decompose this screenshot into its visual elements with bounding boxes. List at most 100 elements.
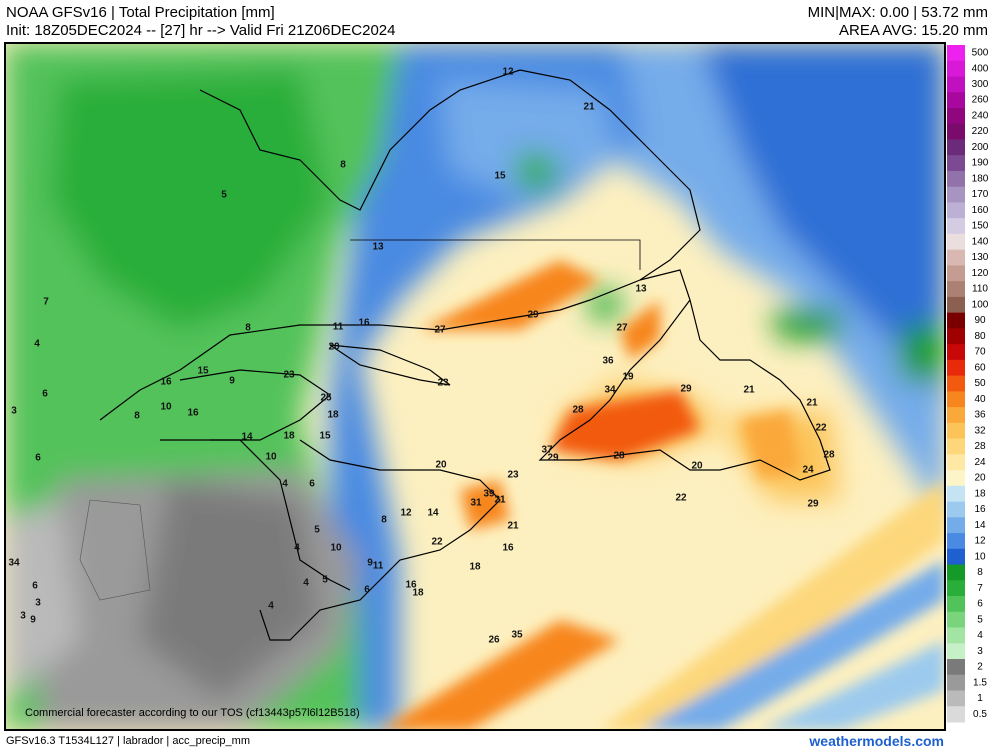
colorbar-swatch	[947, 517, 965, 534]
map-value-label: 15	[494, 171, 506, 182]
colorbar-label: 80	[974, 331, 986, 342]
map-value-label: 16	[405, 580, 417, 591]
map-value-label: 18	[327, 410, 339, 421]
colorbar-label: 160	[972, 205, 989, 216]
colorbar-label: 500	[972, 48, 989, 59]
map-value-label: 10	[160, 402, 172, 413]
colorbar-swatch	[947, 407, 965, 424]
colorbar-swatch	[947, 580, 965, 597]
colorbar-swatch	[947, 454, 965, 471]
colorbar-label: 90	[974, 315, 986, 326]
colorbar-label: 36	[974, 410, 986, 421]
map-value-label: 6	[35, 453, 41, 464]
map-value-label: 28	[613, 451, 625, 462]
map-value-label: 28	[572, 405, 584, 416]
map-value-label: 20	[435, 460, 447, 471]
map-value-label: 14	[427, 508, 439, 519]
area-average: AREA AVG: 15.20 mm	[839, 22, 988, 39]
map-value-label: 9	[229, 376, 235, 387]
map-value-label: 10	[265, 452, 277, 463]
colorbar-label: 3	[977, 646, 983, 657]
colorbar-swatch	[947, 533, 965, 550]
colorbar-label: 24	[974, 457, 986, 468]
map-value-label: 4	[303, 578, 309, 589]
coastlines	[79, 69, 831, 641]
colorbar-label: 130	[972, 252, 989, 263]
map-value-label: 6	[32, 581, 38, 592]
colorbar-label: 7	[977, 583, 983, 594]
colorbar-label: 20	[974, 473, 986, 484]
map-value-label: 8	[340, 160, 346, 171]
colorbar-swatch	[947, 706, 965, 723]
map-value-label: 11	[333, 322, 344, 333]
colorbar-swatch	[947, 186, 965, 203]
colorbar-swatch	[947, 501, 965, 518]
map-value-label: 27	[616, 323, 628, 334]
colorbar-label: 220	[972, 126, 989, 137]
colorbar-label: 120	[972, 268, 989, 279]
colorbar-swatch	[947, 249, 965, 266]
map-value-label: 22	[815, 423, 827, 434]
colorbar-label: 12	[974, 536, 986, 547]
colorbar-swatch	[947, 674, 965, 692]
colorbar-label: 0.5	[973, 709, 987, 720]
colorbar-label: 190	[972, 158, 989, 169]
min-max: MIN|MAX: 0.00 | 53.72 mm	[807, 4, 988, 21]
colorbar-label: 40	[974, 394, 986, 405]
colorbar-swatch	[947, 627, 965, 644]
colorbar-label: 6	[977, 599, 983, 610]
colorbar-label: 260	[972, 95, 989, 106]
colorbar-label: 1.5	[973, 677, 987, 688]
map-value-label: 18	[283, 431, 295, 442]
site-link[interactable]: weathermodels.com	[809, 733, 944, 749]
colorbar-swatch	[947, 155, 965, 172]
map-value-label: 22	[675, 493, 687, 504]
colorbar-swatch	[947, 470, 965, 487]
colorbar-label: 170	[972, 189, 989, 200]
map-value-label: 4	[294, 543, 300, 554]
colorbar-label: 32	[974, 425, 986, 436]
map-value-label: 28	[823, 450, 835, 461]
map-value-label: 15	[197, 366, 209, 377]
map-value-label: 23	[507, 470, 519, 481]
colorbar-label: 180	[972, 173, 989, 184]
map-value-label: 6	[309, 479, 315, 490]
map-value-label: 37	[541, 445, 553, 456]
map-value-label: 27	[434, 325, 446, 336]
colorbar-label: 110	[972, 284, 988, 295]
colorbar-swatch	[947, 107, 965, 125]
map-value-label: 23	[437, 378, 449, 389]
colorbar-swatch	[947, 202, 965, 219]
colorbar-swatch	[947, 139, 965, 156]
colorbar-label: 50	[974, 378, 986, 389]
map-value-label: 21	[806, 398, 818, 409]
colorbar-swatch	[947, 375, 965, 392]
map-value-label: 12	[502, 67, 514, 78]
colorbar-swatch	[947, 659, 965, 676]
map-value-label: 4	[282, 479, 288, 490]
colorbar-label: 14	[974, 520, 986, 531]
map-value-label: 25	[320, 393, 332, 404]
map-value-label: 6	[364, 585, 370, 596]
map-value-label: 5	[322, 575, 328, 586]
colorbar-label: 16	[974, 504, 986, 515]
colorbar-swatch	[947, 123, 965, 140]
map-value-label: 26	[488, 635, 500, 646]
map-value-label: 5	[314, 525, 320, 536]
map-value-label: 19	[622, 372, 634, 383]
map-value-label: 34	[8, 558, 20, 569]
watermark: Commercial forecaster according to our T…	[25, 707, 360, 719]
map-value-label: 8	[134, 411, 140, 422]
map-value-label: 13	[635, 284, 647, 295]
colorbar-swatch	[947, 485, 965, 503]
colorbar-label: 150	[972, 221, 989, 232]
colorbar-swatch	[947, 233, 965, 251]
map-value-label: 21	[743, 385, 755, 396]
colorbar-swatch	[947, 359, 965, 377]
map-value-label: 3	[20, 611, 26, 622]
colorbar-label: 2	[977, 662, 983, 673]
map-value-label: 23	[283, 370, 295, 381]
map-frame	[4, 42, 946, 731]
